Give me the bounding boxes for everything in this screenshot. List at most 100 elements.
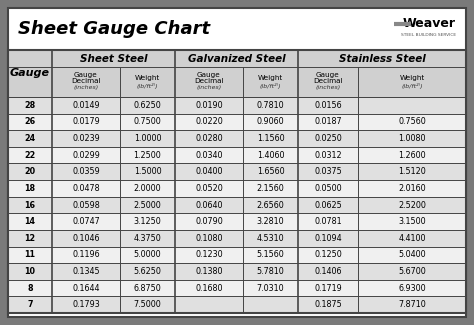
Text: 2.1560: 2.1560 <box>256 184 284 193</box>
Text: (inches): (inches) <box>315 85 341 90</box>
Text: 0.1250: 0.1250 <box>314 250 342 259</box>
FancyBboxPatch shape <box>8 230 466 247</box>
Text: Sheet Steel: Sheet Steel <box>80 54 147 63</box>
Text: 0.1680: 0.1680 <box>195 284 223 293</box>
FancyBboxPatch shape <box>298 50 466 67</box>
Text: 5.0400: 5.0400 <box>398 250 426 259</box>
FancyBboxPatch shape <box>52 50 175 67</box>
Text: 0.1094: 0.1094 <box>314 234 342 243</box>
Text: 0.0640: 0.0640 <box>195 201 223 210</box>
FancyBboxPatch shape <box>243 67 298 97</box>
Text: 0.0478: 0.0478 <box>72 184 100 193</box>
Text: Decimal: Decimal <box>313 78 343 84</box>
Text: 2.5000: 2.5000 <box>134 201 161 210</box>
Text: Decimal: Decimal <box>194 78 224 84</box>
Text: 18: 18 <box>25 184 36 193</box>
Text: 1.0000: 1.0000 <box>134 134 161 143</box>
Text: 0.0625: 0.0625 <box>314 201 342 210</box>
Text: Weight: Weight <box>400 75 425 81</box>
Text: 2.6560: 2.6560 <box>256 201 284 210</box>
FancyBboxPatch shape <box>358 67 466 97</box>
Text: 1.6560: 1.6560 <box>257 167 284 176</box>
Text: 0.0149: 0.0149 <box>72 101 100 110</box>
Text: 0.1196: 0.1196 <box>72 250 100 259</box>
Text: 0.0190: 0.0190 <box>195 101 223 110</box>
Text: 5.1560: 5.1560 <box>256 250 284 259</box>
FancyBboxPatch shape <box>8 130 466 147</box>
Text: 2.0160: 2.0160 <box>398 184 426 193</box>
FancyBboxPatch shape <box>8 247 466 263</box>
Text: 24: 24 <box>25 134 36 143</box>
FancyBboxPatch shape <box>8 280 466 296</box>
Text: 0.0179: 0.0179 <box>72 117 100 126</box>
Text: 26: 26 <box>25 117 36 126</box>
Text: 0.0299: 0.0299 <box>72 151 100 160</box>
FancyBboxPatch shape <box>175 50 298 67</box>
Text: 1.1560: 1.1560 <box>257 134 284 143</box>
Text: 0.9060: 0.9060 <box>257 117 284 126</box>
Text: 0.1644: 0.1644 <box>72 284 100 293</box>
FancyBboxPatch shape <box>8 50 52 97</box>
Text: 0.0598: 0.0598 <box>72 201 100 210</box>
Text: 0.0500: 0.0500 <box>314 184 342 193</box>
Text: 16: 16 <box>25 201 36 210</box>
FancyBboxPatch shape <box>8 197 466 213</box>
Text: 3.2810: 3.2810 <box>257 217 284 226</box>
Text: 7: 7 <box>27 300 33 309</box>
Text: 28: 28 <box>24 101 36 110</box>
FancyBboxPatch shape <box>8 114 466 130</box>
Text: 1.5120: 1.5120 <box>398 167 426 176</box>
Text: 0.0250: 0.0250 <box>314 134 342 143</box>
Text: 0.1380: 0.1380 <box>195 267 223 276</box>
FancyBboxPatch shape <box>8 213 466 230</box>
Text: 5.6250: 5.6250 <box>134 267 162 276</box>
Text: 12: 12 <box>25 234 36 243</box>
Text: Gauge: Gauge <box>74 72 98 78</box>
Text: 0.0187: 0.0187 <box>314 117 342 126</box>
Text: 0.1406: 0.1406 <box>314 267 342 276</box>
Text: 7.0310: 7.0310 <box>257 284 284 293</box>
Text: 5.6700: 5.6700 <box>398 267 426 276</box>
Text: 0.0747: 0.0747 <box>72 217 100 226</box>
FancyBboxPatch shape <box>8 163 466 180</box>
Text: 0.7810: 0.7810 <box>257 101 284 110</box>
Text: Weight: Weight <box>258 75 283 81</box>
FancyBboxPatch shape <box>8 147 466 163</box>
Text: 2.0000: 2.0000 <box>134 184 161 193</box>
Text: 0.1875: 0.1875 <box>314 300 342 309</box>
Text: 1.2600: 1.2600 <box>398 151 426 160</box>
Text: 14: 14 <box>25 217 36 226</box>
Text: 0.0781: 0.0781 <box>314 217 342 226</box>
Text: Sheet Gauge Chart: Sheet Gauge Chart <box>18 20 210 38</box>
Text: 1.2500: 1.2500 <box>134 151 161 160</box>
FancyBboxPatch shape <box>8 180 466 197</box>
Text: 1.0080: 1.0080 <box>398 134 426 143</box>
FancyBboxPatch shape <box>8 296 466 313</box>
FancyBboxPatch shape <box>298 67 358 97</box>
Text: 0.7560: 0.7560 <box>398 117 426 126</box>
Text: 20: 20 <box>25 167 36 176</box>
Text: 3.1500: 3.1500 <box>398 217 426 226</box>
Text: 11: 11 <box>25 250 36 259</box>
Text: 4.5310: 4.5310 <box>257 234 284 243</box>
FancyBboxPatch shape <box>8 97 466 114</box>
Text: 7.8710: 7.8710 <box>398 300 426 309</box>
Text: (lb/ft²⁾): (lb/ft²⁾) <box>401 83 423 89</box>
Text: Weaver: Weaver <box>403 18 456 31</box>
Text: (inches): (inches) <box>73 85 99 90</box>
Text: 0.0156: 0.0156 <box>314 101 342 110</box>
Text: 0.0239: 0.0239 <box>72 134 100 143</box>
Text: 10: 10 <box>25 267 36 276</box>
FancyBboxPatch shape <box>175 67 243 97</box>
Text: 0.0280: 0.0280 <box>195 134 223 143</box>
Text: 0.0375: 0.0375 <box>314 167 342 176</box>
Text: 0.0520: 0.0520 <box>195 184 223 193</box>
Text: 5.7810: 5.7810 <box>256 267 284 276</box>
Text: 3.1250: 3.1250 <box>134 217 161 226</box>
Text: 0.1230: 0.1230 <box>195 250 223 259</box>
Text: 5.0000: 5.0000 <box>134 250 161 259</box>
Text: 6.8750: 6.8750 <box>134 284 161 293</box>
Text: 22: 22 <box>24 151 36 160</box>
Text: 7.5000: 7.5000 <box>134 300 161 309</box>
Text: Weight: Weight <box>135 75 160 81</box>
